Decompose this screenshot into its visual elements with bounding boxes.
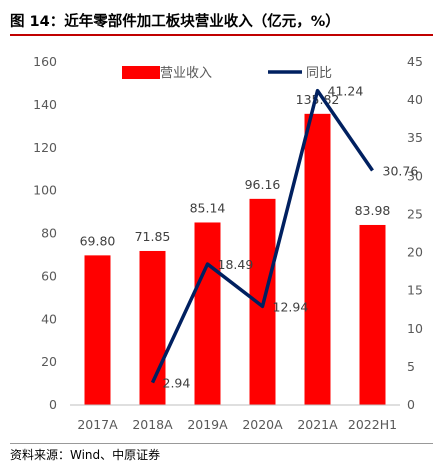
x-tick-label: 2022H1 xyxy=(348,417,397,432)
right-axis-ticks: 0 5 10 15 20 25 30 35 40 45 xyxy=(407,54,423,412)
right-tick-label: 45 xyxy=(407,54,423,69)
right-tick-label: 35 xyxy=(407,130,423,145)
revenue-chart: 0 20 40 60 80 100 120 140 160 0 5 10 15 20 25 30 35 40 45… xyxy=(33,54,423,432)
bar xyxy=(194,222,221,405)
left-tick-label: 160 xyxy=(33,54,57,69)
x-tick-label: 2021A xyxy=(297,417,338,432)
left-tick-label: 0 xyxy=(49,397,57,412)
left-tick-label: 120 xyxy=(33,140,57,155)
bar-value-label: 85.14 xyxy=(190,200,226,215)
left-tick-label: 40 xyxy=(41,311,57,326)
bar-value-label: 83.98 xyxy=(355,203,391,218)
x-tick-label: 2020A xyxy=(242,417,283,432)
left-tick-label: 20 xyxy=(41,354,57,369)
bar-data-labels: 69.80 71.85 85.14 96.16 135.82 83.98 xyxy=(80,92,391,249)
bar-value-label: 71.85 xyxy=(135,229,171,244)
right-tick-label: 5 xyxy=(407,359,415,374)
bar-series xyxy=(84,113,386,405)
source-note: 资料来源：Wind、中原证券 xyxy=(10,448,161,462)
figure-title: 图 14：近年零部件加工板块营业收入（亿元，%） xyxy=(10,14,340,30)
figure-title-bar: 图 14：近年零部件加工板块营业收入（亿元，%） xyxy=(0,6,441,34)
x-axis-ticks: 2017A 2018A 2019A 2020A 2021A 2022H1 xyxy=(77,417,397,432)
right-tick-label: 30 xyxy=(407,168,423,183)
line-value-label: 30.76 xyxy=(383,164,419,179)
left-tick-label: 60 xyxy=(41,268,57,283)
right-tick-label: 0 xyxy=(407,397,415,412)
left-axis-ticks: 0 20 40 60 80 100 120 140 160 xyxy=(33,54,57,412)
line-value-label: 12.94 xyxy=(273,299,309,314)
x-tick-label: 2019A xyxy=(187,417,228,432)
right-tick-label: 25 xyxy=(407,206,423,221)
line-value-label: 41.24 xyxy=(328,84,364,99)
line-data-labels: 2.94 18.49 12.94 41.24 30.76 xyxy=(163,84,419,391)
legend: 营业收入 同比 xyxy=(122,66,332,81)
bar-value-label: 135.82 xyxy=(296,92,340,107)
line-value-label: 18.49 xyxy=(218,257,254,272)
bar xyxy=(359,224,386,405)
bar xyxy=(304,113,331,405)
source-divider xyxy=(10,443,433,444)
legend-line-label: 同比 xyxy=(306,66,332,81)
x-tick-label: 2018A xyxy=(132,417,173,432)
bar xyxy=(84,255,111,405)
legend-bar-swatch xyxy=(122,66,160,79)
line-value-label: 2.94 xyxy=(163,376,191,391)
right-tick-label: 15 xyxy=(407,283,423,298)
left-tick-label: 80 xyxy=(41,226,57,241)
title-underline xyxy=(10,34,433,36)
line-series xyxy=(150,88,374,384)
x-tick-label: 2017A xyxy=(77,417,118,432)
right-tick-label: 20 xyxy=(407,245,423,260)
bar-value-label: 96.16 xyxy=(245,177,281,192)
growth-line xyxy=(150,88,374,384)
left-tick-label: 100 xyxy=(33,183,57,198)
right-tick-label: 40 xyxy=(407,92,423,107)
bar-value-label: 69.80 xyxy=(80,233,116,248)
right-tick-label: 10 xyxy=(407,321,423,336)
legend-bar-label: 营业收入 xyxy=(160,66,212,81)
left-tick-label: 140 xyxy=(33,97,57,112)
